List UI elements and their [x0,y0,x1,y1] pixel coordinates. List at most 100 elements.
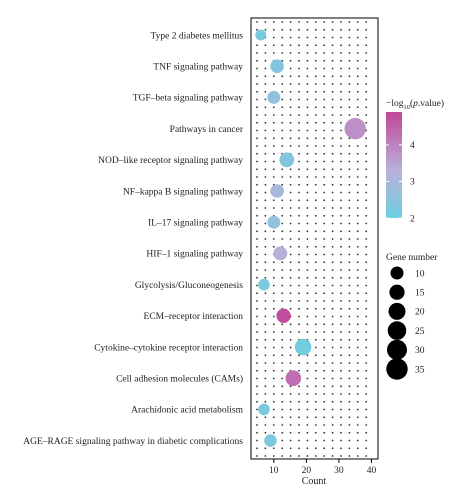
grid-dot [331,253,334,256]
grid-dot [348,214,351,217]
grid-dot [340,75,342,78]
grid-dot [264,137,267,140]
grid-dot [272,408,275,411]
grid-dot [323,222,326,225]
size-legend-items: 10 15 20 25 30 35 [386,266,425,380]
grid-dot [365,44,368,47]
grid-dot [348,400,351,403]
grid-dot [323,393,326,395]
grid-dot [356,323,359,326]
size-legend-circle [387,339,407,360]
grid-dot [281,338,284,341]
grid-dot [289,207,292,209]
grid-dot [331,59,334,62]
grid-dot [298,315,300,318]
grid-dot [323,245,326,248]
grid-dot [331,90,334,93]
grid-dot [331,230,334,233]
grid-dot [306,75,309,78]
grid-dot [264,21,267,23]
grid-dot [264,75,267,78]
grid-dot [323,145,326,147]
grid-dot [306,191,309,194]
category-label: ECM–receptor interaction [144,312,244,322]
grid-dot [264,168,267,171]
grid-dot [289,393,292,395]
grid-dot [306,168,309,171]
grid-dot [356,83,359,85]
grid-dot [331,98,334,101]
grid-dot [256,21,258,23]
grid-dot [264,455,267,457]
grid-dot [365,300,368,302]
grid-dot [298,362,300,364]
grid-dot [340,338,342,341]
category-label: Cytokine–cytokine receptor interaction [94,343,243,353]
grid-dot [314,245,317,248]
grid-dot [323,129,326,132]
grid-dot [314,346,317,349]
grid-dot [289,176,292,178]
grid-dot [356,21,359,23]
grid-dot [323,354,326,357]
grid-dot [306,284,309,287]
grid-dot [256,439,258,442]
grid-dot [314,222,317,225]
grid-dot [323,346,326,349]
grid-dot [256,261,258,264]
grid-dot [314,106,317,109]
grid-dot [272,447,275,450]
grid-dot [340,52,342,54]
grid-dot [331,431,334,434]
grid-dot [314,59,317,62]
grid-dot [356,431,359,434]
grid-dot [306,276,309,279]
grid-dot [331,400,334,403]
grid-dot [323,439,326,442]
grid-dot [331,214,334,217]
grid-dot [272,346,275,349]
grid-dot [298,145,300,147]
grid-dot [356,385,359,388]
grid-dot [314,83,317,85]
grid-dot [340,152,342,155]
grid-dot [348,44,351,47]
grid-dot [298,67,300,70]
grid-dot [281,106,284,109]
grid-dot [356,369,359,372]
grid-dot [298,28,300,31]
size-legend-label: 25 [415,327,425,337]
size-legend: Gene number 10 15 20 25 30 35 [386,253,438,380]
grid-dot [298,447,300,450]
grid-dot [256,129,258,132]
grid-dot [264,416,267,419]
grid-dot [281,331,284,333]
grid-dot [306,230,309,233]
grid-dot [281,137,284,140]
grid-dot [281,269,284,271]
grid-dot [356,269,359,271]
grid-dot [365,362,368,364]
grid-dot [281,408,284,411]
grid-dot [289,214,292,217]
grid-dot [272,284,275,287]
grid-dot [348,67,351,70]
grid-dot [365,160,368,163]
grid-dot [306,307,309,310]
grid-dot [256,369,258,372]
grid-dot [256,145,258,147]
grid-dot [365,199,368,202]
grid-dot [272,400,275,403]
color-bar-tick-label: 4 [410,141,415,151]
size-legend-title: Gene number [386,253,438,263]
grid-dot [272,315,275,318]
grid-dot [272,431,275,434]
grid-dot [264,261,267,264]
grid-dot [289,83,292,85]
grid-dot [281,222,284,225]
grid-dot [306,114,309,116]
grid-dot [256,315,258,318]
grid-dot [348,362,351,364]
grid-dot [314,98,317,101]
grid-dot [340,346,342,349]
